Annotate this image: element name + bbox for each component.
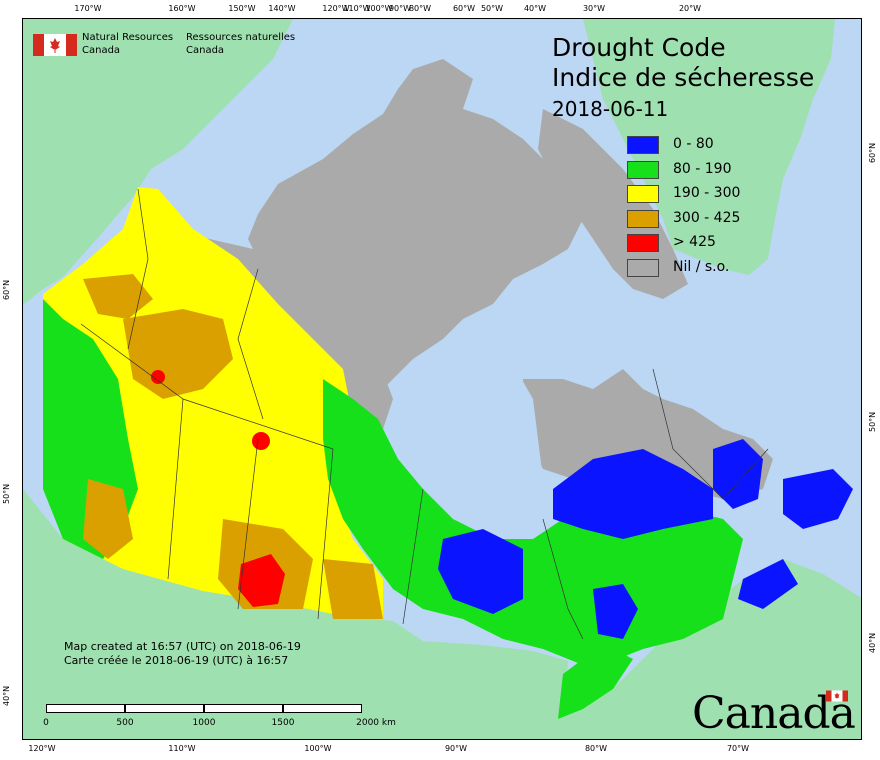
scale-label-2000: 2000 km [356,718,396,728]
created-note-en: Map created at 16:57 (UTC) on 2018-06-19 [64,640,301,653]
quebec-dc-low [553,449,713,539]
tick-right-60n: 60°N [868,142,877,163]
scale-label-0: 0 [43,718,49,728]
tick-left-60n: 60°N [2,279,11,300]
scale-bar: 0 500 1000 1500 2000 km [43,704,396,728]
bc-interior-dc-high [83,479,133,559]
quebec-south-dc-low [593,584,638,639]
map-title-fr: Indice de sécheresse [552,63,815,92]
greenland-landmass [583,19,835,275]
legend-swatch [627,185,659,203]
scale-label-500: 500 [116,718,134,728]
yukon-dc-extreme [151,370,165,384]
alaska-landmass [23,19,293,305]
tick-top-40w: 40°W [523,4,547,13]
scale-segment [283,704,362,713]
hudson-bay [383,349,543,519]
scale-segment [125,704,204,713]
wordmark-flag-icon [826,690,848,702]
tick-bottom-90w: 90°W [444,744,468,753]
legend-label: 80 - 190 [673,160,732,177]
scale-label-1500: 1500 [271,718,295,728]
tick-top-150w: 150°W [228,4,256,13]
agency-en-line1: Natural Resources [82,32,174,43]
legend-swatch [627,209,659,228]
legend-label: 300 - 425 [673,209,741,226]
legend-swatch [627,258,659,277]
tick-left-40n: 40°N [2,685,11,706]
nrcan-signature: Natural Resources Canada Ressources natu… [33,31,295,63]
tick-top-140w: 140°W [268,4,296,13]
alberta-dc-extreme [252,432,270,450]
tick-right-40n: 40°N [868,632,877,653]
saskatchewan-dc-high [323,559,383,619]
legend-swatch [627,136,659,154]
ontario-dc-low [438,529,523,614]
tick-right-50n: 50°N [868,411,877,432]
newfoundland-dc-low [783,469,853,529]
tick-bottom-120w: 120°W [28,744,56,753]
created-note-fr: Carte créée le 2018-06-19 (UTC) à 16:57 [64,654,289,667]
agency-fr-line2: Canada [186,45,225,56]
tick-left-50n: 50°N [2,483,11,504]
legend-label: > 425 [673,234,716,250]
agency-en-line2: Canada [82,45,121,56]
agency-fr-line1: Ressources naturelles [186,32,296,43]
tick-top-110w: 110°W [343,4,371,13]
tick-top-50w: 50°W [480,4,504,13]
canada-flag-icon [33,34,77,56]
scale-segment [204,704,283,713]
tick-top-160w: 160°W [168,4,196,13]
tick-top-90w: 90°W [388,4,412,13]
yukon-dc-high [123,309,233,399]
tick-bottom-80w: 80°W [584,744,608,753]
prairie-dc-extreme [238,554,285,607]
nwt-dc-high [83,274,153,319]
southern-ontario-dc-moderate [558,649,633,719]
legend-swatch [627,160,659,179]
map-title-en: Drought Code [552,33,726,62]
maritimes-dc-low [738,559,798,609]
tick-top-120w: 120°W [322,4,350,13]
legend-swatch [627,234,659,252]
tick-top-60w: 60°W [452,4,476,13]
legend-label: 0 - 80 [673,136,714,152]
tick-bottom-100w: 100°W [304,744,332,753]
tick-top-20w: 20°W [678,4,702,13]
tick-top-100w: 100°W [365,4,393,13]
legend-label: 190 - 300 [673,185,741,201]
usa-landmass [23,489,861,739]
labrador-dc-low [713,439,763,509]
tick-top-30w: 30°W [582,4,606,13]
map-canvas[interactable]: Natural Resources Canada Ressources natu… [22,18,862,740]
drought-map[interactable] [23,19,862,740]
central-canada-dc-moderate [323,379,743,669]
tick-bottom-70w: 70°W [726,744,750,753]
tick-bottom-110w: 110°W [168,744,196,753]
scale-label-1000: 1000 [192,718,216,728]
legend-label: Nil / s.o. [673,258,730,275]
scale-segment [46,704,125,713]
map-date: 2018-06-11 [552,97,669,121]
tick-top-170w: 170°W [74,4,102,13]
tick-top-80w: 80°W [408,4,432,13]
province-borders [80,188,769,640]
